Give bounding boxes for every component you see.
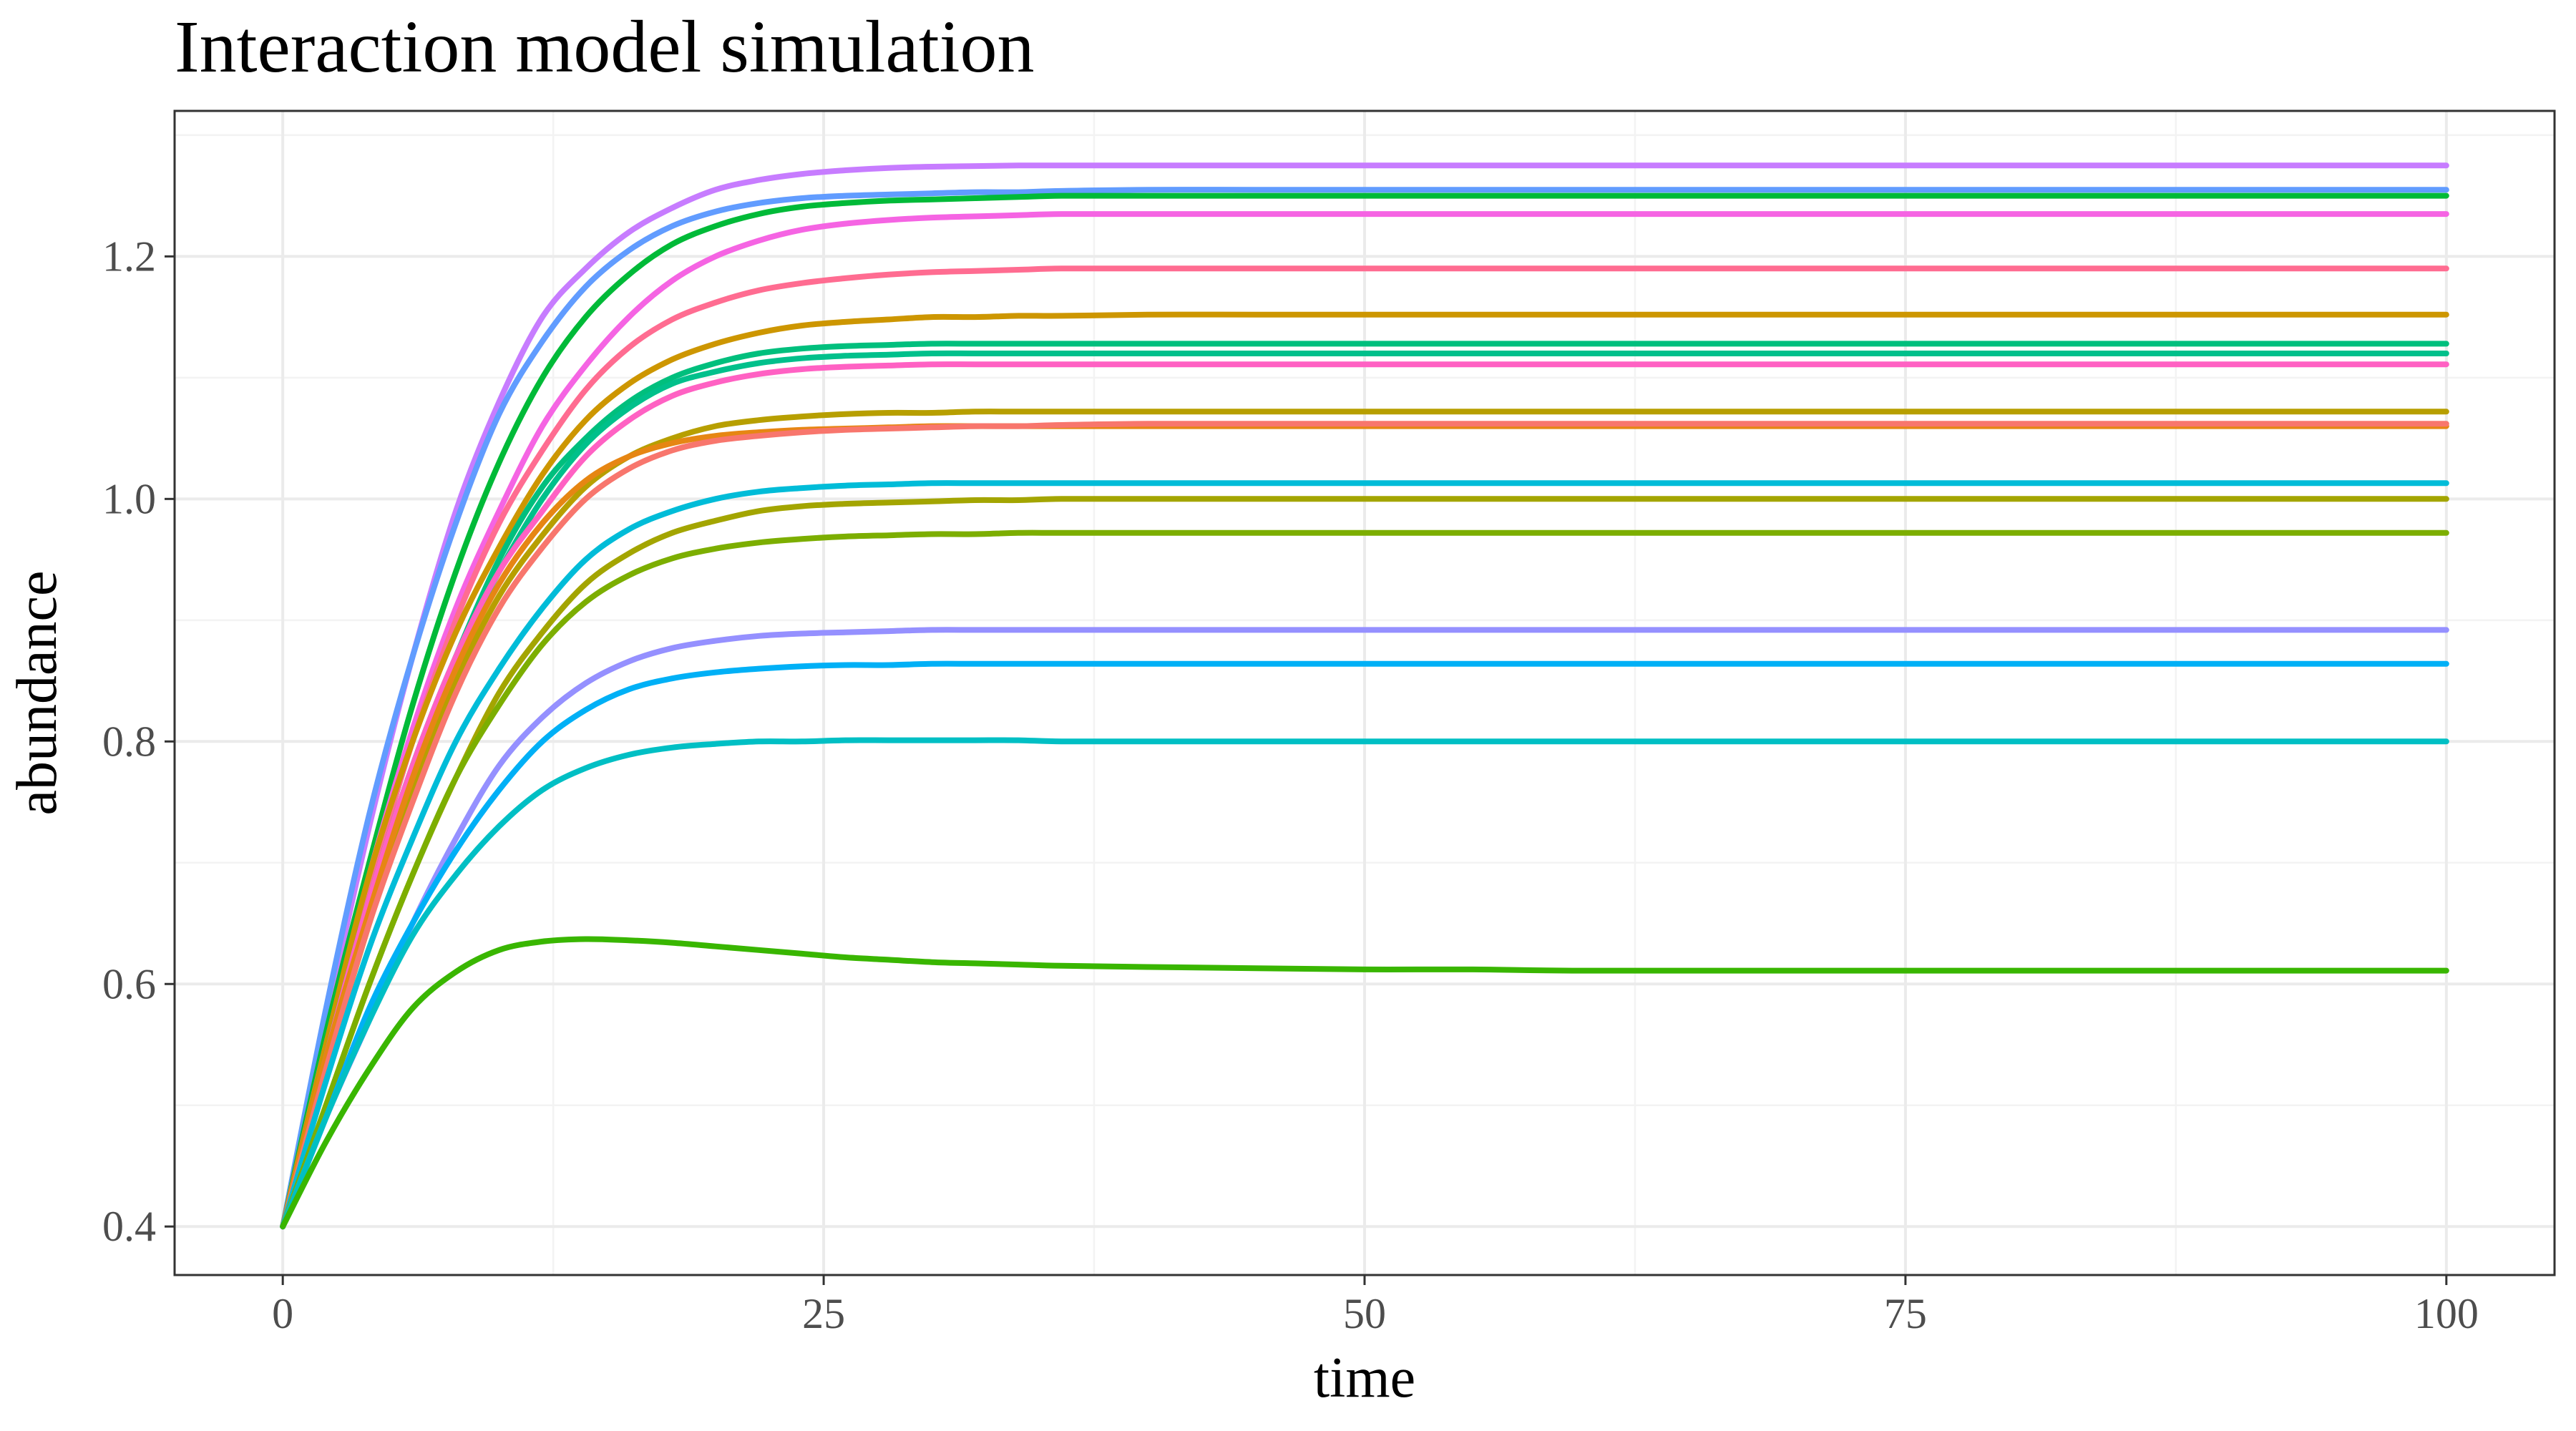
series-line-17	[280, 660, 2449, 1230]
gridlines	[175, 111, 2555, 1275]
y-tick-label: 1.0	[102, 475, 156, 522]
series-line-4	[280, 210, 2449, 1230]
series-line-18	[280, 737, 2449, 1230]
y-axis-title: abundance	[6, 570, 69, 815]
y-axis: 0.4 0.6 0.8 1.0 1.2	[102, 233, 175, 1250]
x-axis: 0 25 50 75 100	[272, 1275, 2479, 1337]
series-line-16	[280, 627, 2449, 1230]
y-tick-label: 0.4	[102, 1203, 156, 1250]
y-tick-label: 0.6	[102, 960, 156, 1007]
series-line-10	[280, 409, 2449, 1230]
series-line-3	[280, 192, 2449, 1230]
x-tick-label: 100	[2414, 1290, 2479, 1337]
chart-title: Interaction model simulation	[175, 6, 1034, 88]
series-line-9	[280, 361, 2449, 1230]
series-lines	[280, 162, 2449, 1230]
series-line-19	[280, 936, 2449, 1230]
y-tick-label: 1.2	[102, 233, 156, 280]
y-tick-label: 0.8	[102, 718, 156, 765]
series-line-6	[280, 311, 2449, 1230]
x-tick-label: 0	[272, 1290, 293, 1337]
series-line-13	[280, 480, 2449, 1230]
x-tick-label: 25	[802, 1290, 845, 1337]
series-line-15	[280, 529, 2449, 1230]
x-tick-label: 50	[1343, 1290, 1386, 1337]
series-line-2	[280, 187, 2449, 1230]
x-axis-title: time	[1314, 1347, 1415, 1410]
series-line-12	[280, 421, 2449, 1230]
x-tick-label: 75	[1884, 1290, 1927, 1337]
